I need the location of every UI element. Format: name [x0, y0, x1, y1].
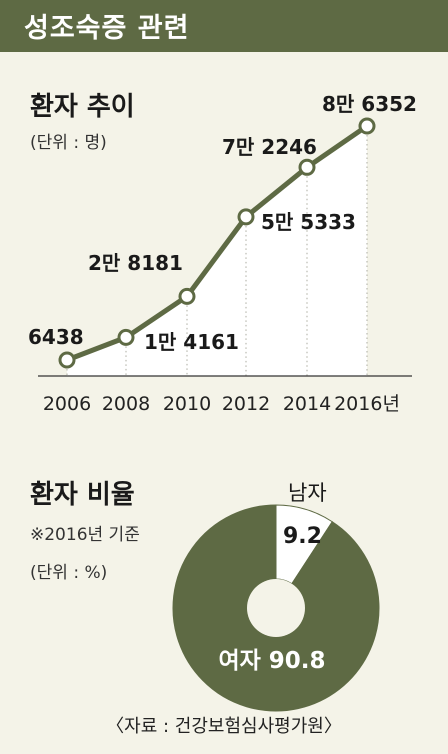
data-label-2012: 5만 5333	[261, 210, 356, 234]
point-2008	[117, 328, 135, 346]
trend-title: 환자 추이	[30, 92, 135, 122]
x-tick-label: 2014	[283, 393, 331, 415]
page-title: 성조숙증 관련	[24, 13, 190, 44]
data-label-2006: 6438	[28, 325, 84, 349]
x-tick-label: 2016년	[334, 393, 400, 415]
data-label-2010: 2만 8181	[88, 251, 183, 275]
trend-unit-note: (단위 : 명)	[30, 133, 107, 153]
pie-value-male: 9.2	[283, 524, 322, 549]
ratio-title: 환자 비율	[30, 480, 135, 510]
pie-label-female: 여자 90.8	[218, 648, 325, 674]
ratio-basis-note: ※2016년 기준	[30, 525, 140, 545]
point-2016	[358, 117, 376, 135]
x-tick-label: 2006	[43, 393, 91, 415]
pie-name-male: 남자	[288, 481, 327, 505]
source-note: 〈자료 : 건강보험심사평가원〉	[106, 716, 342, 737]
point-2012	[237, 208, 255, 226]
ratio-unit-note: (단위 : %)	[30, 563, 108, 583]
header-bar: 성조숙증 관련	[0, 0, 448, 52]
point-2006	[58, 351, 76, 369]
data-label-2014: 7만 2246	[222, 135, 317, 159]
donut-hole	[247, 579, 305, 637]
series-line	[66, 123, 369, 363]
x-tick-label: 2010	[163, 393, 211, 415]
point-2010	[178, 287, 196, 305]
x-tick-label: 2012	[222, 393, 270, 415]
data-label-2008: 1만 4161	[144, 330, 239, 354]
x-tick-label: 2008	[102, 393, 150, 415]
point-2014	[298, 158, 316, 176]
x-unit-suffix: 년	[382, 393, 399, 415]
line-area	[67, 126, 367, 376]
data-label-2016: 8만 6352	[322, 92, 417, 116]
